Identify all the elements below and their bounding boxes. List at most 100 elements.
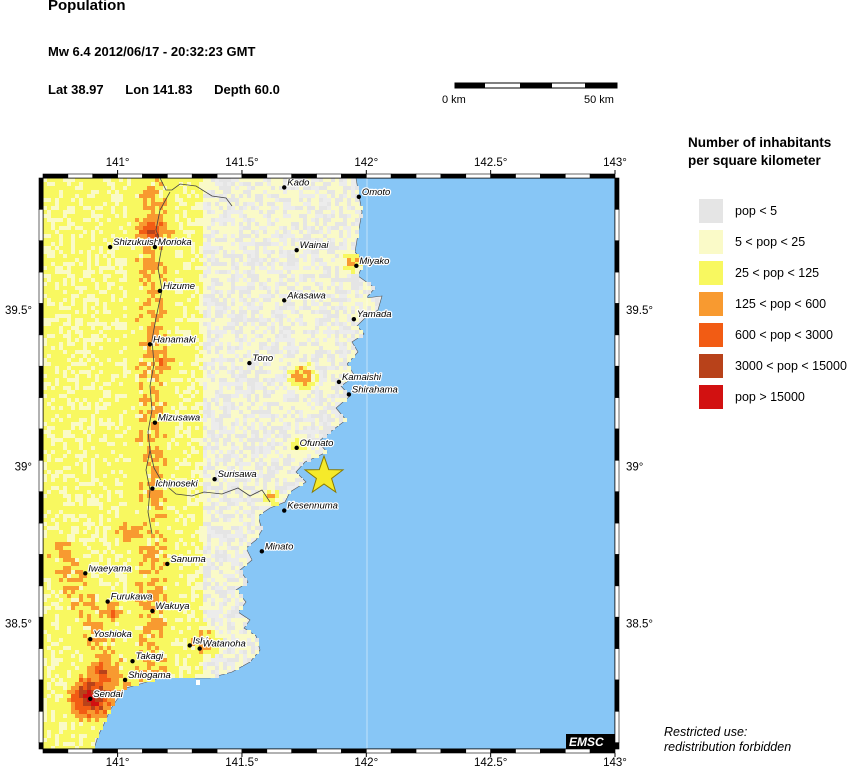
density-cell: [183, 282, 187, 286]
density-cell: [239, 250, 243, 254]
density-cell: [51, 318, 55, 322]
density-cell: [55, 386, 59, 390]
density-cell: [275, 366, 279, 370]
density-cell: [107, 286, 111, 290]
density-cell: [183, 402, 187, 406]
map-title: Population: [48, 0, 126, 14]
density-cell: [287, 282, 291, 286]
density-cell: [151, 438, 155, 442]
density-cell: [211, 346, 215, 350]
density-cell: [223, 282, 227, 286]
density-cell: [67, 198, 71, 202]
density-cell: [219, 446, 223, 450]
density-cell: [123, 254, 127, 258]
density-cell: [175, 382, 179, 386]
density-cell: [107, 238, 111, 242]
density-cell: [79, 178, 83, 182]
density-cell: [191, 414, 195, 418]
density-cell: [311, 346, 315, 350]
density-cell: [63, 218, 67, 222]
density-cell: [187, 430, 191, 434]
density-cell: [75, 234, 79, 238]
density-cell: [283, 290, 287, 294]
density-cell: [179, 334, 183, 338]
density-cell: [243, 214, 247, 218]
density-cell: [191, 190, 195, 194]
density-cell: [279, 210, 283, 214]
density-cell: [143, 318, 147, 322]
density-cell: [155, 182, 159, 186]
density-cell: [223, 190, 227, 194]
density-cell: [63, 350, 67, 354]
density-cell: [151, 402, 155, 406]
density-cell: [47, 182, 51, 186]
density-cell: [171, 326, 175, 330]
density-cell: [295, 338, 299, 342]
density-cell: [83, 438, 87, 442]
density-cell: [83, 346, 87, 350]
density-cell: [135, 322, 139, 326]
density-cell: [187, 202, 191, 206]
density-cell: [103, 278, 107, 282]
density-cell: [79, 258, 83, 262]
density-cell: [75, 414, 79, 418]
density-cell: [191, 298, 195, 302]
density-cell: [175, 238, 179, 242]
density-cell: [187, 250, 191, 254]
density-cell: [55, 190, 59, 194]
density-cell: [191, 278, 195, 282]
density-cell: [103, 194, 107, 198]
density-cell: [235, 314, 239, 318]
density-cell: [179, 342, 183, 346]
density-cell: [151, 250, 155, 254]
density-cell: [231, 190, 235, 194]
density-cell: [199, 302, 203, 306]
density-cell: [315, 206, 319, 210]
density-cell: [67, 378, 71, 382]
density-cell: [51, 214, 55, 218]
density-cell: [199, 258, 203, 262]
density-cell: [295, 226, 299, 230]
density-cell: [183, 178, 187, 182]
density-cell: [71, 222, 75, 226]
density-cell: [55, 394, 59, 398]
density-cell: [47, 230, 51, 234]
density-cell: [103, 410, 107, 414]
density-cell: [135, 246, 139, 250]
density-cell: [127, 450, 131, 454]
density-cell: [47, 234, 51, 238]
density-cell: [211, 190, 215, 194]
density-cell: [351, 198, 355, 202]
density-cell: [123, 350, 127, 354]
density-cell: [95, 350, 99, 354]
density-cell: [163, 442, 167, 446]
density-cell: [215, 190, 219, 194]
density-cell: [115, 266, 119, 270]
density-cell: [239, 398, 243, 402]
density-cell: [319, 190, 323, 194]
density-cell: [119, 262, 123, 266]
density-cell: [71, 234, 75, 238]
density-cell: [227, 238, 231, 242]
density-cell: [147, 214, 151, 218]
density-cell: [127, 394, 131, 398]
density-cell: [307, 394, 311, 398]
density-cell: [95, 230, 99, 234]
density-cell: [47, 274, 51, 278]
density-cell: [279, 402, 283, 406]
density-cell: [271, 462, 275, 466]
density-cell: [299, 234, 303, 238]
density-cell: [103, 218, 107, 222]
density-cell: [43, 218, 47, 222]
density-cell: [183, 226, 187, 230]
density-cell: [179, 318, 183, 322]
density-cell: [243, 402, 247, 406]
density-cell: [95, 210, 99, 214]
density-cell: [207, 254, 211, 258]
density-cell: [223, 302, 227, 306]
density-cell: [335, 298, 339, 302]
density-cell: [327, 278, 331, 282]
density-cell: [335, 334, 339, 338]
density-cell: [239, 302, 243, 306]
density-cell: [335, 330, 339, 334]
